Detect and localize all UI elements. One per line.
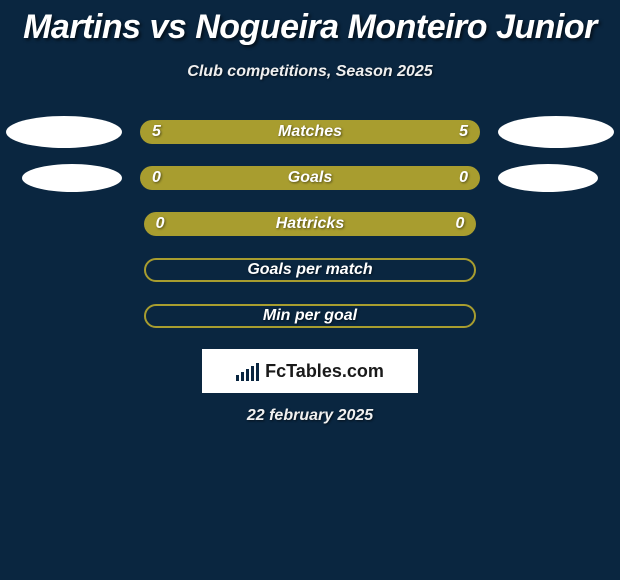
player-right-ellipse — [498, 164, 598, 192]
stat-row: Min per goal — [0, 293, 620, 339]
player-left-ellipse — [22, 164, 122, 192]
stat-bar: Goals per match — [144, 258, 477, 282]
stat-row: 0 Hattricks 0 — [0, 201, 620, 247]
fctables-logo: FcTables.com — [202, 349, 418, 393]
stat-bar: 5 Matches 5 — [140, 120, 480, 144]
stat-right-value: 0 — [455, 215, 464, 233]
comparison-date: 22 february 2025 — [0, 407, 620, 425]
stat-row: 5 Matches 5 — [0, 109, 620, 155]
player-left-ellipse — [6, 116, 122, 148]
player-right-ellipse — [498, 116, 614, 148]
stat-row: Goals per match — [0, 247, 620, 293]
stat-label: Goals per match — [247, 261, 372, 279]
comparison-title: Martins vs Nogueira Monteiro Junior — [0, 0, 620, 47]
logo-bars-icon — [236, 361, 259, 381]
stat-label: Hattricks — [276, 215, 344, 233]
stat-label: Goals — [288, 169, 332, 187]
stat-bar: 0 Hattricks 0 — [144, 212, 477, 236]
stat-bar: 0 Goals 0 — [140, 166, 480, 190]
stat-left-value: 0 — [156, 215, 165, 233]
stat-rows-container: 5 Matches 5 0 Goals 0 0 Hattricks 0 Goals per mat… — [0, 109, 620, 339]
stat-label: Matches — [278, 123, 342, 141]
stat-row: 0 Goals 0 — [0, 155, 620, 201]
stat-left-value: 5 — [152, 123, 161, 141]
stat-right-value: 0 — [459, 169, 468, 187]
stat-right-value: 5 — [459, 123, 468, 141]
stat-label: Min per goal — [263, 307, 357, 325]
stat-left-value: 0 — [152, 169, 161, 187]
stat-bar: Min per goal — [144, 304, 477, 328]
logo-text: FcTables.com — [265, 361, 384, 382]
comparison-subtitle: Club competitions, Season 2025 — [0, 63, 620, 81]
